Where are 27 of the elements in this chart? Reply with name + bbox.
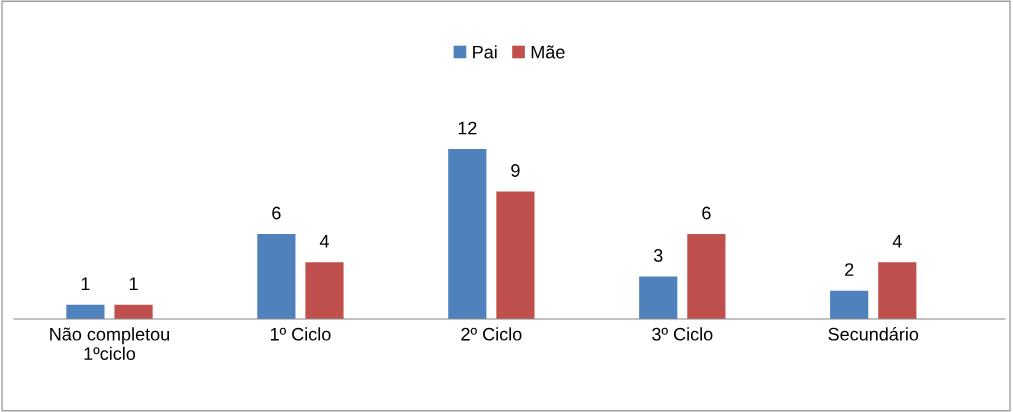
x-tick-label: 1º Ciclo	[270, 327, 331, 341]
x-tick-label: Não completou 1ºciclo	[50, 327, 169, 361]
data-label: 1	[81, 277, 90, 290]
bar	[305, 262, 344, 319]
bar	[878, 262, 917, 319]
bar	[639, 276, 678, 319]
bar	[114, 304, 153, 319]
legend-label: Pai	[473, 45, 497, 59]
bar	[66, 304, 105, 319]
data-label: 4	[892, 235, 902, 248]
legend-label: Mãe	[531, 45, 565, 59]
bar	[257, 234, 296, 319]
data-label: 3	[653, 249, 663, 262]
bar	[496, 191, 535, 319]
bar	[687, 234, 726, 319]
data-label: 4	[319, 235, 329, 248]
data-label: 6	[272, 206, 281, 220]
bar	[448, 149, 487, 319]
data-label: 9	[511, 164, 520, 177]
x-tick-label: Secundário	[828, 327, 919, 341]
bar	[830, 290, 869, 319]
x-tick-label: 3º Ciclo	[652, 327, 713, 341]
x-tick-label: 2º Ciclo	[461, 327, 522, 341]
data-label: 6	[702, 206, 711, 220]
data-label: 1	[129, 277, 138, 290]
data-label: 12	[458, 121, 477, 135]
data-label: 2	[845, 263, 854, 276]
